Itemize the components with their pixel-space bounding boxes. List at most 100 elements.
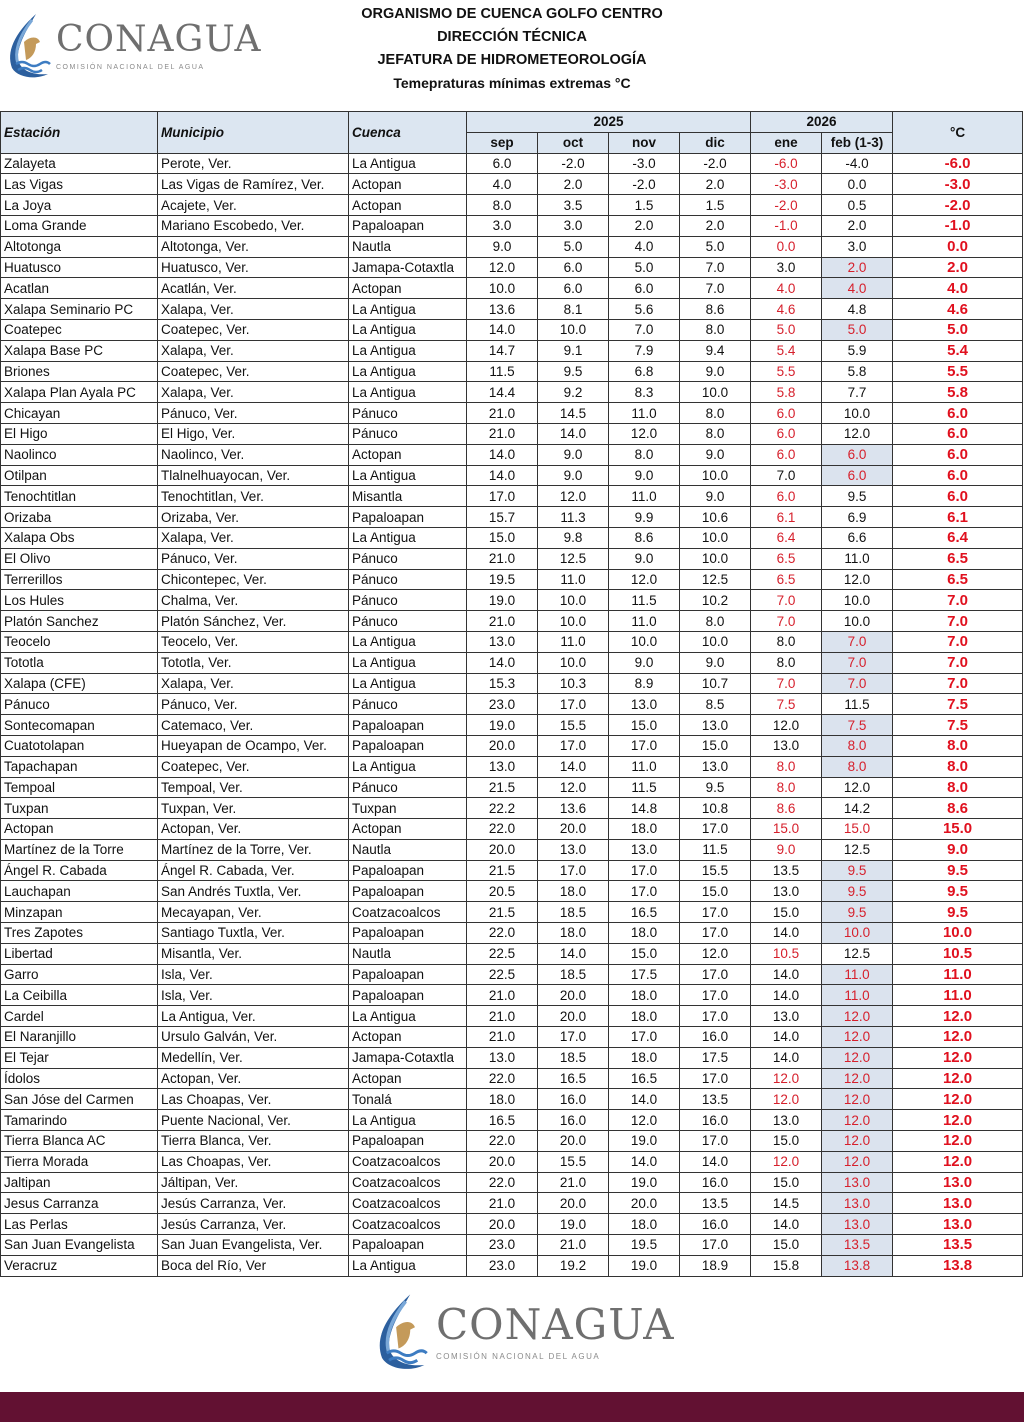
feb-cell: 4.0 [821,277,894,300]
table-row: Platón Sanchez Platón Sánchez, Ver. Pánuco… [0,610,1024,632]
feb-cell: 11.0 [821,547,894,570]
ene-cell: -1.0 [750,214,823,237]
dic-cell: 17.0 [678,963,752,986]
dic-cell: 14.0 [678,1150,752,1173]
header-month: feb (1-3) [821,131,894,154]
nov-cell: 15.0 [608,942,680,965]
nov-cell: 13.0 [608,693,680,716]
station-cell: El Olivo [0,547,158,570]
basin-cell: Actopan [348,1067,467,1090]
basin-cell: Actopan [348,1026,467,1048]
sep-cell: 3.0 [466,214,538,237]
basin-cell: Papaloapan [348,714,467,736]
municipality-cell: La Antigua, Ver. [157,1005,349,1028]
nov-cell: 11.0 [608,755,680,778]
ene-cell: 15.0 [750,1234,823,1256]
basin-cell: La Antigua [348,1254,467,1277]
oct-cell: 13.6 [537,797,609,820]
min-cell: 13.0 [892,1171,1024,1194]
ene-cell: 12.0 [750,1067,823,1090]
dic-cell: 17.0 [678,1005,752,1028]
oct-cell: 10.0 [537,651,609,674]
ene-cell: 3.0 [750,256,823,279]
municipality-cell: San Juan Evangelista, Ver. [157,1234,349,1256]
sep-cell: 14.4 [466,381,538,404]
dic-cell: 17.0 [678,818,752,840]
basin-cell: La Antigua [348,755,467,778]
table-row: Altotonga Altotonga, Ver. Nautla 9.0 5.0 4.0 5… [0,235,1024,258]
basin-cell: Papaloapan [348,922,467,944]
ene-cell: 15.0 [750,1130,823,1152]
sep-cell: 11.5 [466,360,538,383]
dic-cell: 7.0 [678,256,752,279]
municipality-cell: Tenochtitlan, Ver. [157,485,349,508]
basin-cell: Papaloapan [348,963,467,986]
min-cell: 13.0 [892,1213,1024,1236]
nov-cell: 12.0 [608,422,680,445]
station-cell: La Ceibilla [0,984,158,1007]
ene-cell: 4.6 [750,298,823,320]
logo-subtext: COMISIÓN NACIONAL DEL AGUA [56,63,205,71]
nov-cell: 13.0 [608,838,680,861]
nov-cell: 19.0 [608,1171,680,1194]
sep-cell: 15.3 [466,672,538,695]
feb-cell: -4.0 [821,152,894,175]
feb-cell: 5.9 [821,339,894,362]
header-min-unit: °C [892,111,1024,154]
ene-cell: 15.8 [750,1254,823,1277]
ene-cell: 7.0 [750,464,823,487]
basin-cell: La Antigua [348,339,467,362]
basin-cell: Actopan [348,818,467,840]
basin-cell: Jamapa-Cotaxtla [348,1046,467,1069]
dic-cell: 13.0 [678,714,752,736]
sep-cell: 8.0 [466,194,538,216]
dic-cell: 10.0 [678,381,752,404]
municipality-cell: Pánuco, Ver. [157,402,349,424]
oct-cell: 6.0 [537,256,609,279]
table-row: Cardel La Antigua, Ver. La Antigua 21.0 20.0… [0,1005,1024,1028]
direction-title: DIRECCIÓN TÉCNICA [437,29,587,45]
feb-cell: 12.0 [821,1046,894,1069]
ene-cell: 12.0 [750,714,823,736]
nov-cell: 8.0 [608,443,680,466]
nov-cell: 11.5 [608,776,680,799]
min-cell: 2.0 [892,256,1024,279]
ene-cell: 15.0 [750,1171,823,1194]
sep-cell: 21.0 [466,1192,538,1215]
table-row: Los Hules Chalma, Ver. Pánuco 19.0 10.0 11.5 1… [0,589,1024,612]
sep-cell: 19.5 [466,568,538,591]
feb-cell: 12.0 [821,1067,894,1090]
station-cell: Xalapa Obs [0,526,158,549]
oct-cell: 10.0 [537,589,609,612]
oct-cell: 11.0 [537,568,609,591]
sep-cell: 13.0 [466,630,538,653]
table-row: Huatusco Huatusco, Ver. Jamapa-Cotaxtla 12.… [0,256,1024,279]
table-body: Zalayeta Perote, Ver. La Antigua 6.0 -2.0 -3.… [0,152,1024,1277]
station-cell: Garro [0,963,158,986]
station-cell: Platón Sanchez [0,610,158,632]
basin-cell: La Antigua [348,318,467,341]
sep-cell: 4.0 [466,173,538,196]
min-cell: -3.0 [892,173,1024,196]
municipality-cell: Actopan, Ver. [157,1067,349,1090]
min-cell: 7.0 [892,589,1024,612]
municipality-cell: Martínez de la Torre, Ver. [157,838,349,861]
ene-cell: 8.6 [750,797,823,820]
basin-cell: Actopan [348,194,467,216]
feb-cell: 2.0 [821,256,894,279]
station-cell: Xalapa Plan Ayala PC [0,381,158,404]
oct-cell: 3.5 [537,194,609,216]
oct-cell: 16.0 [537,1088,609,1111]
nov-cell: 5.0 [608,256,680,279]
sep-cell: 6.0 [466,152,538,175]
basin-cell: Pánuco [348,422,467,445]
dic-cell: 13.0 [678,755,752,778]
nov-cell: 17.0 [608,734,680,757]
basin-cell: Papaloapan [348,214,467,237]
dic-cell: 8.0 [678,318,752,341]
sep-cell: 13.0 [466,1046,538,1069]
basin-cell: Nautla [348,838,467,861]
sep-cell: 21.0 [466,547,538,570]
station-cell: Zalayeta [0,152,158,175]
municipality-cell: Las Choapas, Ver. [157,1150,349,1173]
